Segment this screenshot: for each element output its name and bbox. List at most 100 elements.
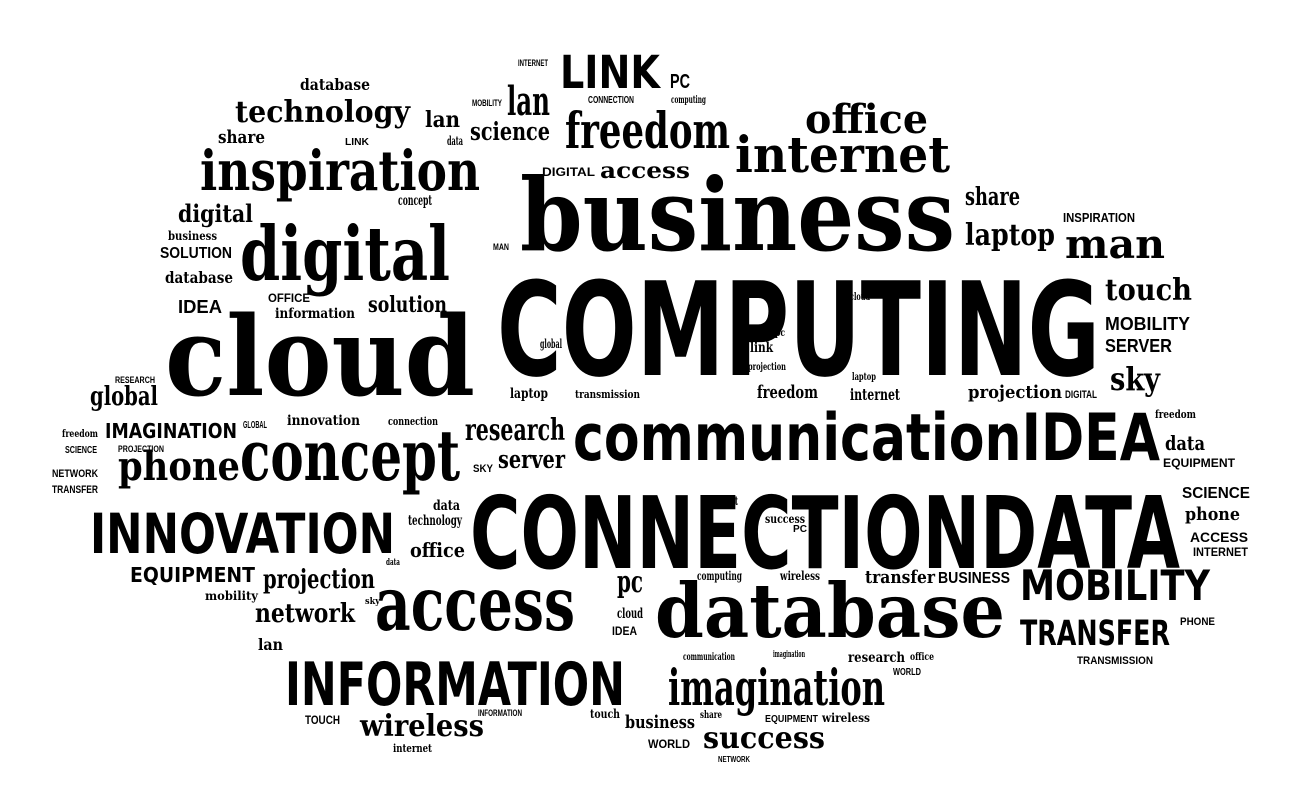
word: wireless [779,569,820,583]
word: COMPUTING [497,254,1100,406]
word: LINK [560,46,662,99]
word: mobility [205,589,259,603]
word: database [165,268,233,287]
word: IDEA [178,297,222,317]
word: link [750,340,773,356]
word: communicationIDEA [573,401,1160,476]
word: WORLD [648,737,690,751]
word: IDEA [612,624,637,638]
word: TRANSMISSION [1077,655,1153,667]
word: phone [118,443,240,490]
word: projection [968,382,1062,403]
word: pc [617,565,643,600]
word: business [625,712,695,733]
word: connection [388,415,438,428]
word: freedom [62,429,98,440]
word: share [965,182,1020,211]
word: lan [507,78,550,125]
word: MOBILITY [1020,561,1210,610]
word: digital [178,199,253,228]
word: transmission [575,388,640,401]
word: database [655,567,1005,655]
word: lan [258,635,283,654]
word: INTERNET [518,58,548,68]
word: inspiration [200,138,480,203]
word: concept [708,494,738,508]
word: share [700,710,722,721]
word: internet [850,385,900,404]
word: CONNECTIONDATA [470,475,1180,592]
word: business [168,229,217,243]
word: global [90,382,158,412]
word: success [703,721,825,756]
word: office [910,652,934,663]
word: MAN [493,242,509,252]
word: data [386,558,400,568]
word: OFFICE [268,291,310,305]
word: TOUCH [305,713,340,727]
word: INSPIRATION [1063,210,1135,225]
word: INFORMATION [478,708,522,718]
word: transfer [865,567,935,588]
word: laptop [965,218,1055,253]
word: EQUIPMENT [130,563,255,587]
word: freedom [757,382,818,403]
word: sky [365,597,381,607]
word: concept [240,414,460,497]
word: innovation [287,413,360,429]
word: imagination [668,658,885,717]
word: data [447,134,463,148]
word: network [255,599,356,629]
word: ACCESS [1190,529,1248,545]
word: business [520,156,955,274]
word: WORLD [893,667,921,678]
word: database [300,75,370,94]
word: technology [408,513,463,529]
word: cloud [617,606,643,622]
word: science [470,117,550,146]
word: solution [368,292,447,318]
word: concept [398,193,432,209]
word: PHONE [1180,616,1215,628]
word: information [275,306,355,322]
word: internet [393,742,433,755]
word: freedom [565,101,730,160]
word: office [410,538,465,562]
word: sky [1110,360,1161,398]
word: computing [697,569,742,583]
word: internet [735,125,950,184]
word: INNOVATION [90,502,395,566]
word: freedom [1155,408,1196,421]
word: global [540,337,562,351]
word: touch [590,707,620,721]
word: IMAGINATION [105,419,237,443]
word: communication [683,652,735,663]
word: SKY [473,463,494,475]
word: projection [263,565,375,595]
word: DIGITAL [542,165,595,179]
word: LINK [345,137,370,148]
word: GLOBAL [243,420,267,431]
word: lan [425,107,460,133]
word: RESEARCH [115,375,155,385]
word: research [465,413,565,448]
word: DIGITAL [1065,389,1097,401]
word: server [498,445,566,474]
word: EQUIPMENT [765,714,818,725]
word: research [848,650,905,666]
word: BUSINESS [938,570,1010,587]
word: phone [1185,504,1240,525]
word: EQUIPMENT [1163,456,1236,470]
word: SCIENCE [1182,485,1250,502]
word: touch [1105,273,1192,308]
word: imagination [773,650,805,660]
word: man [1065,221,1165,268]
word: data [1165,431,1205,455]
word: data [433,498,460,514]
word: MOBILITY [472,98,502,108]
word: access [375,560,575,648]
word: laptop [510,386,548,402]
word: TRANSFER [52,484,98,496]
